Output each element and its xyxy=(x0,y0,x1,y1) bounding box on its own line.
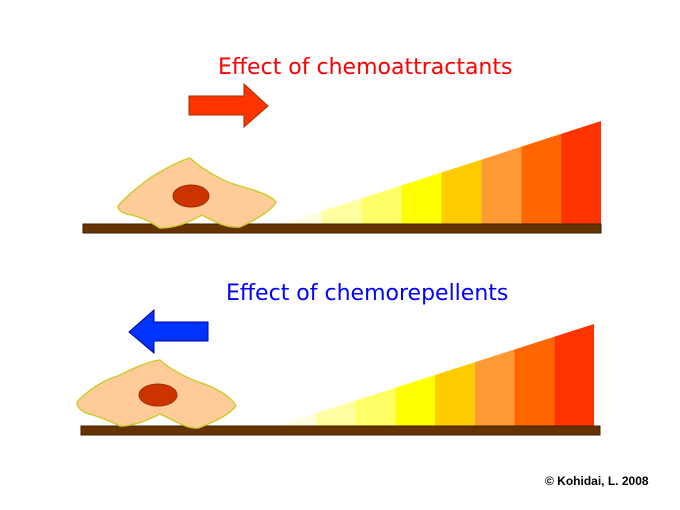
gradient-repel-band-7 xyxy=(514,336,555,426)
gradient-wedge-attract xyxy=(282,121,601,224)
chemorepellent-title: Effect of chemorepellents xyxy=(226,281,509,306)
cell-repel xyxy=(76,359,237,429)
chemoattractant-title: Effect of chemoattractants xyxy=(218,55,513,80)
gradient-repel-band-4 xyxy=(395,375,435,426)
gradient-repel-band-2 xyxy=(315,400,356,426)
gradient-attract-band-4 xyxy=(401,172,442,224)
surface-bar-repel xyxy=(80,425,601,436)
gradient-repel-band-8 xyxy=(554,324,594,426)
gradient-attract-band-1 xyxy=(282,211,322,224)
gradient-attract-band-5 xyxy=(441,159,482,224)
gradient-attract-band-3 xyxy=(361,185,402,224)
nucleus-repel xyxy=(138,383,178,407)
gradient-repel-band-1 xyxy=(276,413,316,426)
gradient-attract-band-7 xyxy=(521,133,562,224)
gradient-attract-band-8 xyxy=(561,121,601,224)
arrow-right-icon xyxy=(188,82,269,129)
gradient-attract-band-6 xyxy=(481,146,522,224)
gradient-wedge-repel xyxy=(276,324,594,426)
gradient-attract-band-2 xyxy=(321,198,362,224)
cell-attract xyxy=(117,157,277,229)
copyright-notice: © Kohidai, L. 2008 xyxy=(545,474,649,488)
gradient-repel-band-6 xyxy=(474,349,515,426)
arrow-left-icon xyxy=(128,308,209,355)
surface-bar-attract xyxy=(82,223,602,234)
gradient-repel-band-3 xyxy=(355,387,396,426)
gradient-repel-band-5 xyxy=(435,362,475,426)
nucleus-attract xyxy=(172,184,210,208)
